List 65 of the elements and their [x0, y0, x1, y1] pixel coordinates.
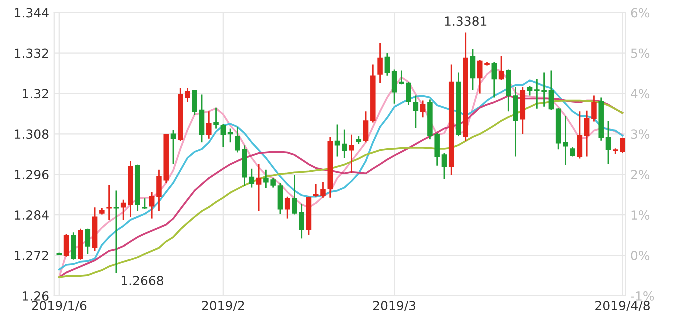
x-tick-label: 2019/1/6: [32, 301, 87, 312]
candlestick: [384, 52, 390, 77]
x-tick-label: 2019/3: [373, 301, 416, 312]
y-tick-label: 1.296: [15, 170, 49, 180]
candlestick: [85, 228, 91, 255]
candlestick: [548, 70, 554, 111]
y-tick-label: 1.32: [23, 89, 48, 99]
candlestick: [570, 146, 576, 158]
candlestick: [592, 95, 597, 122]
candlestick: [249, 168, 255, 188]
candlestick: [228, 128, 234, 144]
candlestick: [606, 120, 612, 165]
candlestick: [149, 191, 155, 220]
candlestick: [577, 110, 583, 160]
candlestick: [349, 134, 354, 174]
candlestick: [320, 182, 326, 199]
candlestick: [206, 110, 212, 140]
candlestick: [220, 123, 226, 148]
x-tick-label: 2019/4/8: [596, 301, 650, 312]
candlestick: [142, 198, 148, 210]
candlestick: [170, 130, 176, 165]
y2-tick-label: 1%: [632, 210, 650, 220]
annotation: 1.2668: [122, 276, 164, 286]
y-tick-label: 1.272: [15, 251, 48, 260]
y2-tick-label: 5%: [631, 48, 650, 58]
candlestick: [256, 164, 262, 212]
candlestick: [313, 184, 319, 198]
candlestick: [498, 56, 504, 81]
candlestick: [470, 48, 476, 91]
y2-tick-label: -1%: [631, 291, 654, 301]
y2-tick-label: 0%: [631, 251, 650, 260]
candlestick: [71, 232, 76, 261]
candlestick: [120, 199, 126, 221]
candlestick: [185, 88, 190, 104]
candlestick: [563, 116, 568, 166]
y2-tick-label: 3%: [631, 130, 650, 140]
candlestick: [278, 182, 284, 215]
y2-tick-label: 2%: [631, 170, 650, 180]
candlestick: [342, 129, 348, 159]
y-tick-label: 1.344: [15, 8, 49, 18]
y-tick-label: 1.308: [15, 130, 49, 140]
candlestick: [284, 196, 290, 220]
candlestick: [527, 86, 533, 96]
candlestick: [114, 190, 120, 274]
candlestick: [413, 95, 419, 130]
y2-tick-label: 6%: [631, 8, 650, 18]
candlestick: [192, 90, 198, 116]
y-tick-label: 1.26: [23, 291, 49, 301]
x-tick-label: 2019/2: [202, 301, 244, 312]
candlestick: [363, 110, 369, 144]
candlestick: [420, 100, 426, 118]
candlestick: [584, 110, 590, 158]
y-tick-label: 1.332: [15, 48, 48, 58]
candlestick: [392, 69, 398, 105]
candlestick: [620, 137, 626, 154]
candlestick: [106, 184, 112, 221]
y-tick-label: 1.284: [15, 210, 49, 220]
candlestick: [492, 61, 498, 98]
candlestick: [334, 124, 340, 158]
candlestick: [442, 152, 448, 180]
y2-tick-label: 4%: [631, 89, 650, 99]
candlestick: [64, 234, 70, 258]
candlestick: [214, 107, 219, 130]
annotation: 1.3381: [445, 16, 487, 26]
candlestick: [378, 42, 383, 84]
